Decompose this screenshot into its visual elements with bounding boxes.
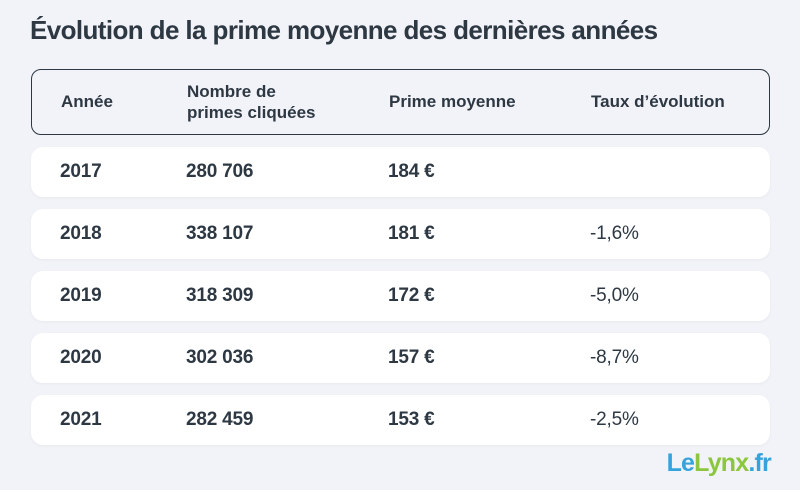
cell-evolution: -1,6% xyxy=(590,223,639,244)
cell-year: 2017 xyxy=(60,161,102,182)
cell-premium: 172 € xyxy=(388,285,435,306)
cell-clicks: 338 107 xyxy=(186,223,254,244)
logo-text-fr: .fr xyxy=(748,449,771,477)
logo-text-le: Le xyxy=(666,449,695,477)
column-header-evolution: Taux d’évolution xyxy=(591,92,725,112)
column-header-clicks: Nombre de primes cliquées xyxy=(187,81,316,122)
page-title: Évolution de la prime moyenne des derniè… xyxy=(30,15,658,45)
logo-text-lynx: Lynx xyxy=(694,449,749,477)
cell-evolution: -2,5% xyxy=(590,409,639,430)
cell-clicks: 318 309 xyxy=(186,285,254,306)
column-header-year: Année xyxy=(61,92,113,112)
column-header-premium: Prime moyenne xyxy=(389,92,516,112)
cell-premium: 184 € xyxy=(388,161,435,182)
lelynx-logo: LeLynx.fr xyxy=(666,449,772,478)
table-header-row: Année Nombre de primes cliquées Prime mo… xyxy=(31,69,770,135)
cell-year: 2018 xyxy=(60,223,102,244)
table-row: 2018 338 107 181 € -1,6% xyxy=(31,209,770,259)
cell-evolution: -8,7% xyxy=(590,347,639,368)
cell-clicks: 280 706 xyxy=(186,161,254,182)
cell-clicks: 282 459 xyxy=(186,409,254,430)
table-row: 2019 318 309 172 € -5,0% xyxy=(31,271,770,321)
cell-premium: 153 € xyxy=(388,409,435,430)
cell-premium: 181 € xyxy=(388,223,435,244)
table-row: 2017 280 706 184 € xyxy=(31,147,770,197)
table-row: 2021 282 459 153 € -2,5% xyxy=(31,395,770,445)
cell-premium: 157 € xyxy=(388,347,435,368)
cell-evolution: -5,0% xyxy=(590,285,639,306)
cell-year: 2020 xyxy=(60,347,102,368)
cell-clicks: 302 036 xyxy=(186,347,254,368)
cell-year: 2019 xyxy=(60,285,102,306)
cell-year: 2021 xyxy=(60,409,102,430)
table-row: 2020 302 036 157 € -8,7% xyxy=(31,333,770,383)
premium-evolution-table: Année Nombre de primes cliquées Prime mo… xyxy=(31,69,770,445)
